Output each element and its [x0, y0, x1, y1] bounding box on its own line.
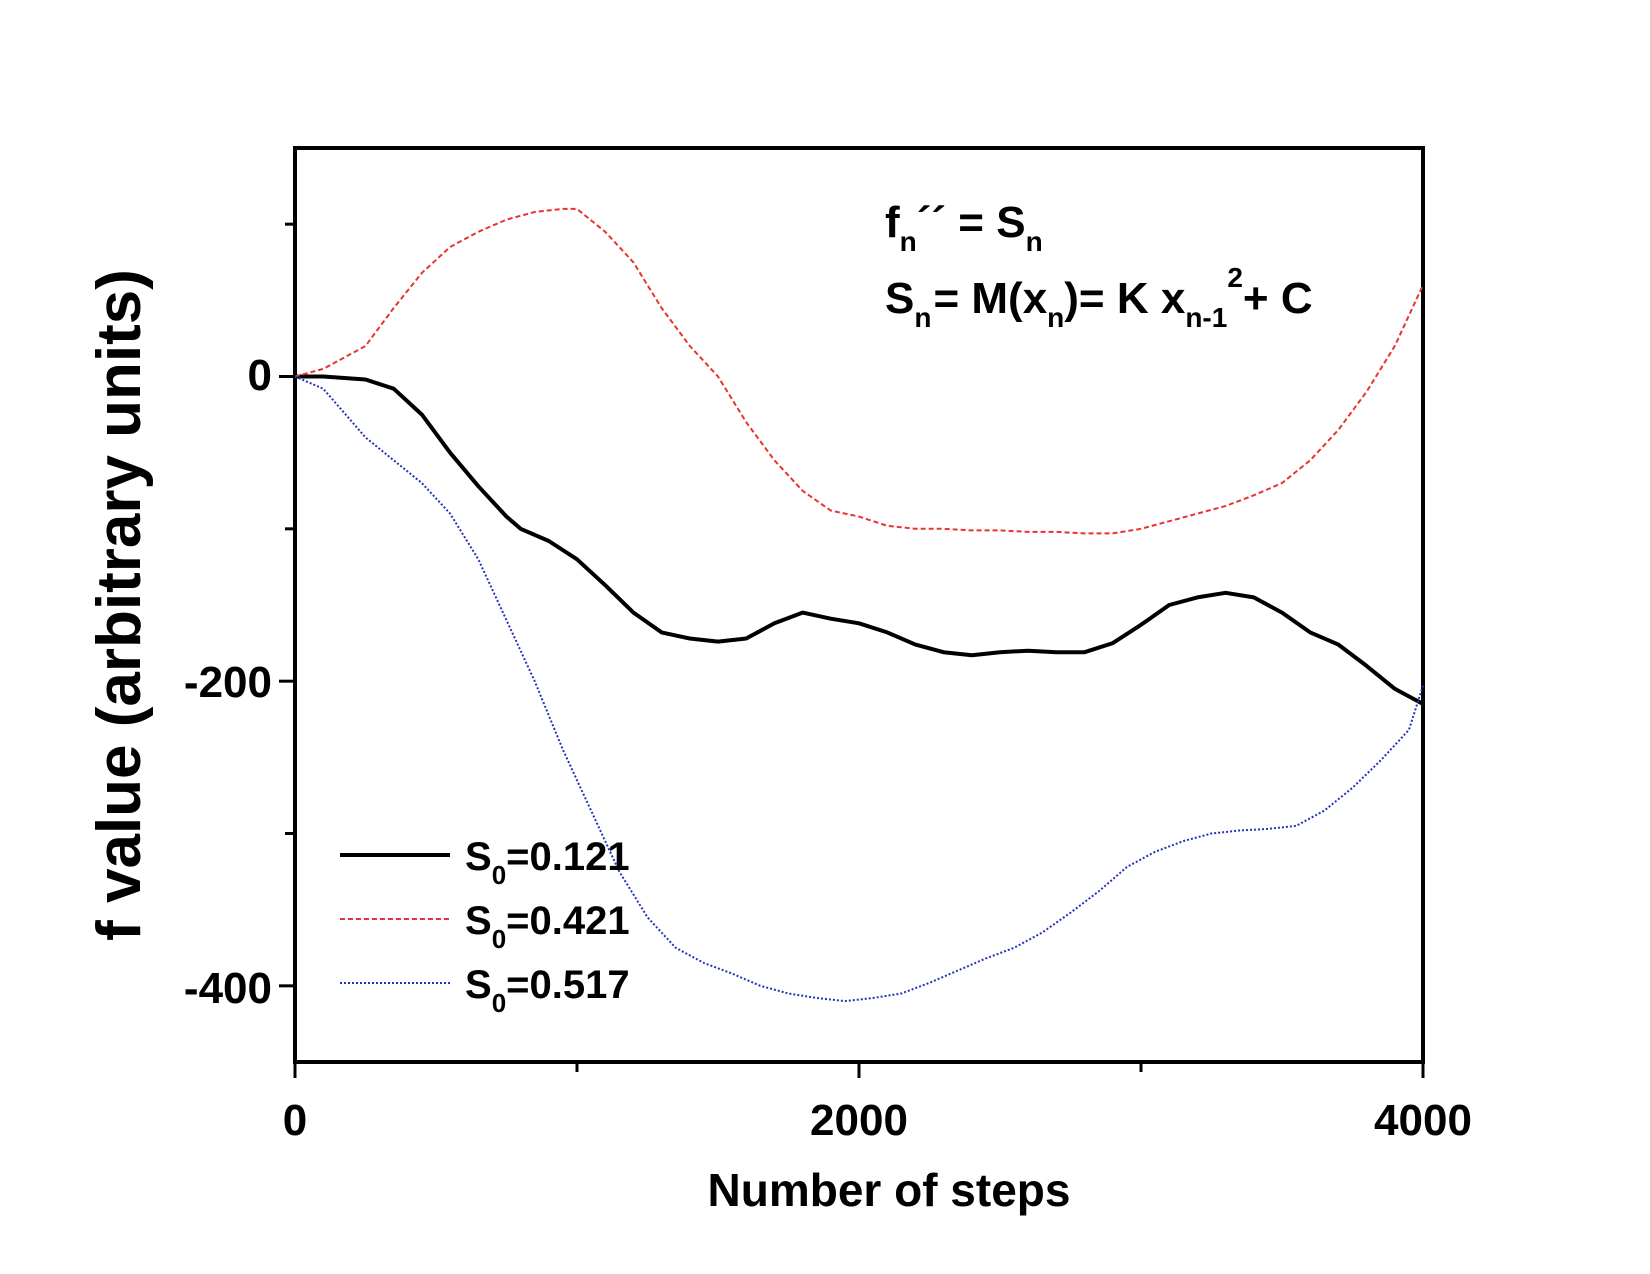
x-tick-label: 4000 — [1374, 1096, 1472, 1145]
series-line-3 — [294, 375, 1424, 1003]
series-line-2 — [294, 207, 1424, 535]
y-tick-label: -400 — [184, 964, 272, 1013]
x-axis-label: Number of steps — [708, 1164, 1071, 1216]
x-tick-label: 0 — [283, 1096, 307, 1145]
axis-ticks — [279, 222, 1425, 1078]
series-line-1 — [295, 374, 1424, 706]
legend: S0=0.121 S0=0.421 S0=0.517 — [340, 835, 630, 1018]
x-tick-label: 2000 — [810, 1096, 908, 1145]
y-tick-label: -200 — [184, 658, 272, 707]
legend-label-s0-0517: S0=0.517 — [465, 963, 630, 1018]
equation-2: Sn= M(xn)= K xn-12+ C — [885, 262, 1313, 333]
equation-1: fn´´ = Sn — [885, 198, 1043, 257]
y-axis-label: f value (arbitrary units) — [85, 269, 154, 941]
legend-label-s0-0121: S0=0.121 — [465, 835, 630, 890]
series-lines — [294, 207, 1424, 1003]
y-tick-label: 0 — [248, 351, 272, 400]
legend-label-s0-0421: S0=0.421 — [465, 899, 630, 954]
